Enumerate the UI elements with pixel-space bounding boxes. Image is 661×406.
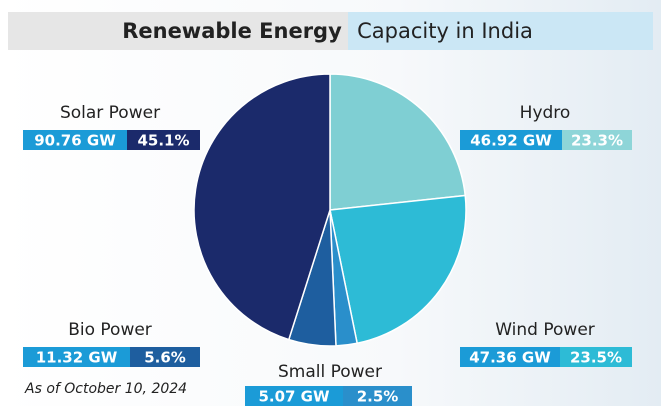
category-label: Wind Power	[495, 320, 595, 340]
chart-title: Renewable Energy	[122, 19, 342, 43]
note: As of October 10, 2024	[24, 381, 187, 397]
capacity-label: 90.76 GW	[34, 132, 116, 150]
capacity-label: 11.32 GW	[36, 349, 118, 367]
chart-subtitle: Capacity in India	[357, 19, 533, 43]
percent-box	[562, 130, 632, 150]
value-label: 23.5%	[570, 349, 622, 367]
value-label: 5.6%	[144, 349, 186, 367]
percent-box	[130, 347, 200, 367]
capacity-label: 5.07 GW	[258, 388, 330, 406]
percent-box	[127, 130, 200, 150]
capacity-label: 46.92 GW	[470, 132, 552, 150]
value-label: 45.1%	[137, 132, 189, 150]
title-band	[8, 12, 348, 50]
pie-slice	[193, 73, 331, 341]
percent-box	[560, 347, 632, 367]
pie-slice	[329, 73, 467, 211]
capacity-box	[460, 347, 560, 367]
capacity-box	[460, 130, 562, 150]
pie-slice	[329, 194, 467, 345]
category-label: Hydro	[520, 103, 571, 123]
category-label: Solar Power	[60, 103, 160, 123]
capacity-box	[23, 130, 127, 150]
category-label: Small Power	[278, 362, 382, 382]
capacity-label: 47.36 GW	[469, 349, 551, 367]
capacity-box	[23, 347, 130, 367]
category-label: Bio Power	[68, 320, 152, 340]
subtitle-band	[348, 12, 653, 50]
percent-box	[343, 386, 412, 406]
value-label: 23.3%	[571, 132, 623, 150]
capacity-box	[245, 386, 343, 406]
value-label: 2.5%	[357, 388, 399, 406]
